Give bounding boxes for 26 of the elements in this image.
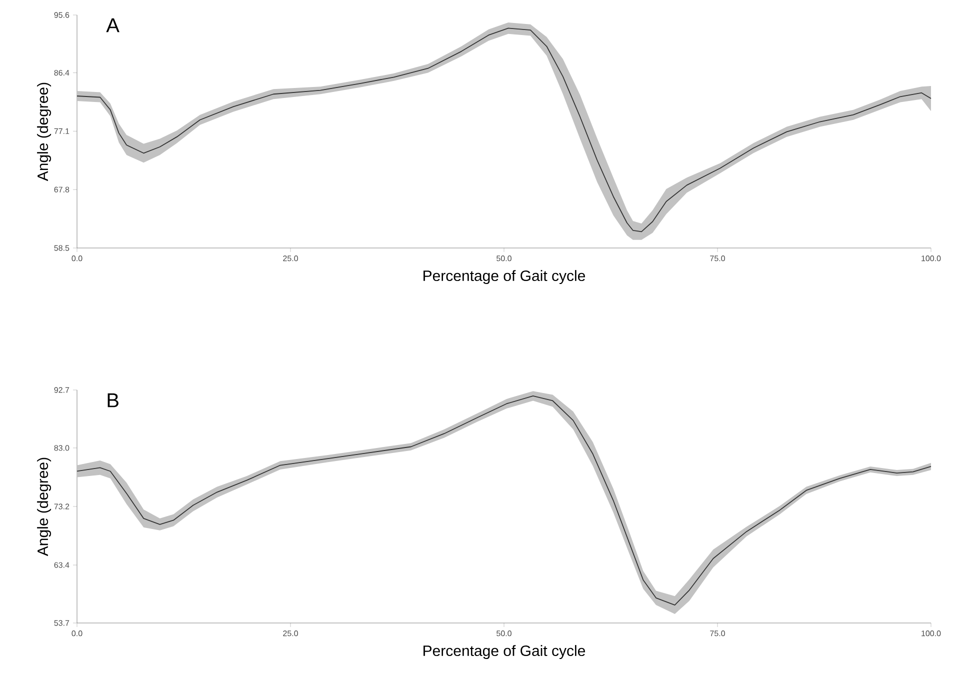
y-tick-label: 92.7	[54, 387, 70, 393]
x-axis-title: Percentage of Gait cycle	[424, 645, 586, 660]
y-tick-label: 83.0	[54, 445, 70, 451]
y-tick-label: 53.7	[54, 620, 70, 626]
y-tick-label: 95.6	[54, 12, 70, 18]
y-tick-label: 58.5	[54, 245, 70, 251]
y-axis-title: Angle (degree)	[37, 458, 52, 556]
x-tick-label: 100.0	[922, 256, 941, 262]
x-tick-label: 0.0	[72, 630, 82, 636]
y-tick-label: 86.4	[54, 70, 70, 76]
x-tick-label: 100.0	[922, 630, 941, 636]
x-tick-label: 0.0	[72, 256, 82, 262]
x-tick-label: 75.0	[710, 256, 725, 262]
x-tick-label: 25.0	[283, 630, 298, 636]
y-axis-title: Angle (degree)	[37, 82, 52, 182]
y-tick-label: 73.2	[54, 504, 70, 510]
x-tick-label: 50.0	[496, 630, 512, 636]
y-tick-label: 67.8	[54, 186, 70, 192]
chart-title: B	[108, 393, 118, 408]
x-axis-title: Percentage of Gait cycle	[424, 270, 586, 284]
chart-title: A	[106, 18, 120, 32]
y-tick-label: 77.1	[54, 128, 70, 134]
x-tick-label: 75.0	[710, 630, 725, 636]
y-tick-label: 63.4	[54, 562, 70, 568]
x-tick-label: 50.0	[496, 256, 512, 262]
x-tick-label: 25.0	[283, 256, 298, 262]
